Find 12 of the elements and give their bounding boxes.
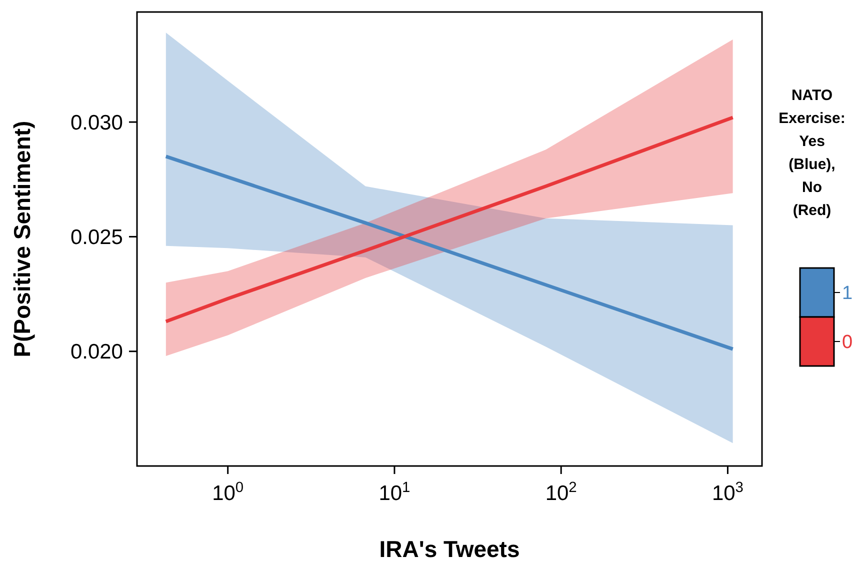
x-tick-label: 10$^{0}$ <box>212 480 244 505</box>
y-axis-title: P(Positive Sentiment) <box>9 120 35 358</box>
text: 1 <box>842 283 853 304</box>
y-tick-label: 0.020 <box>70 340 123 364</box>
x-tick-label: 10$^{1}$ <box>378 480 410 505</box>
y-tick-label: 0.030 <box>70 111 123 134</box>
x-axis-title: IRA's Tweets <box>379 536 520 562</box>
legend-title: NATO Exercise: Yes (Blue), No (Red) <box>778 87 846 219</box>
text: 0 <box>842 332 853 354</box>
x-tick-label: 10$^{2}$ <box>545 480 577 505</box>
x-tick-label: 10$^{3}$ <box>712 480 744 505</box>
y-tick-label: 0.025 <box>70 226 123 250</box>
